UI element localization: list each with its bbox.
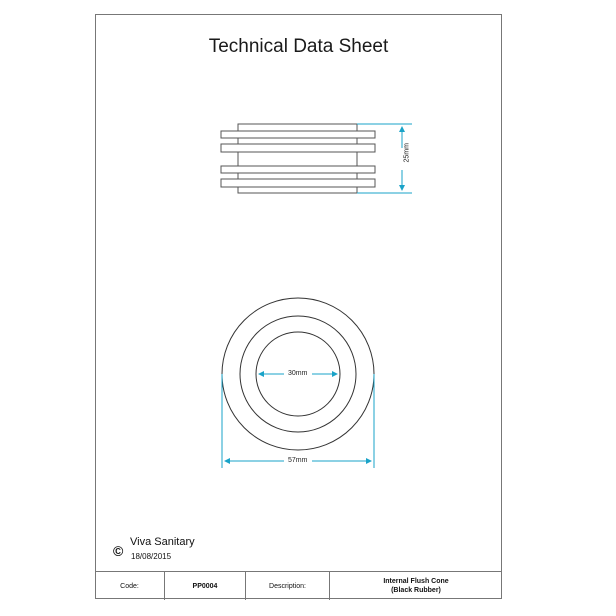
description-value: Internal Flush Cone (Black Rubber) xyxy=(330,572,502,600)
description-line-1: Internal Flush Cone xyxy=(383,578,449,585)
company-name: Viva Sanitary xyxy=(130,536,195,548)
page-title: Technical Data Sheet xyxy=(208,36,389,57)
copyright-icon: © xyxy=(113,543,124,559)
diameter-dimensions xyxy=(221,371,375,468)
height-dimension-label: 25mm xyxy=(403,143,411,164)
inner-diameter-label: 30mm xyxy=(287,370,309,377)
info-table: Code: PP0004 Description: Internal Flush… xyxy=(95,571,502,600)
flange-3 xyxy=(220,165,376,174)
description-label: Description: xyxy=(246,572,330,600)
middle-circle xyxy=(239,315,357,433)
flange-1 xyxy=(220,130,376,139)
code-label: Code: xyxy=(95,572,165,600)
flange-2 xyxy=(220,143,376,153)
date: 18/08/2015 xyxy=(131,552,172,561)
code-value: PP0004 xyxy=(165,572,246,600)
page-border xyxy=(95,14,502,599)
side-view xyxy=(220,123,376,194)
height-dimension xyxy=(357,123,412,194)
description-line-2: (Black Rubber) xyxy=(391,587,441,594)
inner-circle xyxy=(255,331,341,417)
flange-4 xyxy=(220,178,376,188)
outer-diameter-label: 57mm xyxy=(287,457,309,464)
